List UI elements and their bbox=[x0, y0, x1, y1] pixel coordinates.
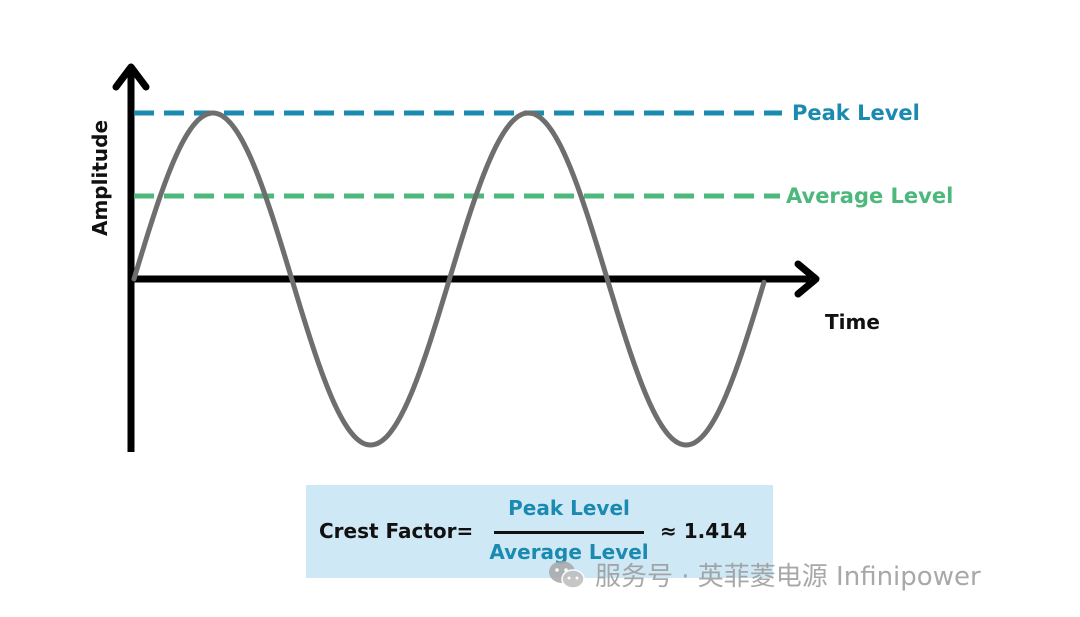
formula-denominator: Average Level bbox=[489, 540, 649, 564]
fraction-bar bbox=[494, 531, 644, 534]
x-axis-arrowhead bbox=[794, 260, 820, 298]
crest-factor-formula: Crest Factor= Peak Level Average Level ≈… bbox=[306, 485, 773, 578]
x-axis-label: Time bbox=[825, 310, 880, 334]
sine-wave bbox=[131, 110, 767, 448]
wechat-icon bbox=[549, 560, 585, 589]
watermark: 服务号 · 英菲菱电源 Infinipower bbox=[547, 556, 981, 593]
average-level-label: Average Level bbox=[786, 184, 953, 208]
y-axis-label: Amplitude bbox=[88, 120, 112, 236]
peak-level-label: Peak Level bbox=[792, 101, 920, 125]
watermark-text: 服务号 · 英菲菱电源 Infinipower bbox=[595, 562, 981, 592]
formula-lhs: Crest Factor= bbox=[319, 519, 474, 543]
y-axis-arrowhead bbox=[112, 63, 150, 91]
formula-numerator: Peak Level bbox=[508, 496, 630, 520]
formula-rhs: ≈ 1.414 bbox=[660, 519, 747, 543]
